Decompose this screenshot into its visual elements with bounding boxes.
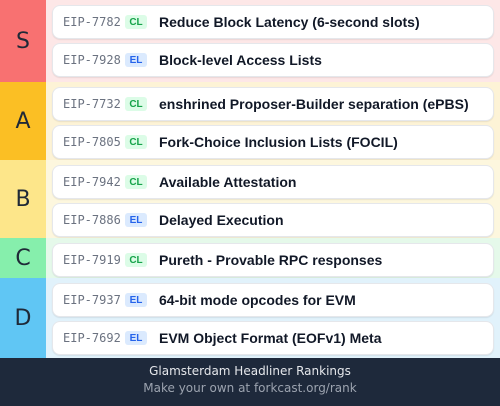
layer-badge: EL: [125, 213, 147, 227]
tier-dropzone[interactable]: EIP-7782 CL Reduce Block Latency (6-second…: [46, 0, 500, 82]
eip-title: Block-level Access Lists: [159, 52, 322, 68]
layer-badge: EL: [125, 293, 147, 307]
tier-row-a: A EIP-7732 CL enshrined Proposer-Builder se…: [0, 82, 500, 160]
eip-number: EIP-7886: [63, 213, 121, 227]
layer-badge: EL: [125, 53, 147, 67]
tier-row-d: D EIP-7937 EL 64-bit mode opcodes for EVM EI…: [0, 278, 500, 358]
eip-number: EIP-7732: [63, 97, 121, 111]
layer-badge: CL: [125, 175, 147, 189]
eip-card[interactable]: EIP-7782 CL Reduce Block Latency (6-second…: [52, 5, 494, 39]
tier-row-b: B EIP-7942 CL Available Attestation EIP-7886…: [0, 160, 500, 238]
eip-title: Delayed Execution: [159, 212, 284, 228]
tier-label: B: [0, 160, 46, 238]
tier-label: S: [0, 0, 46, 82]
eip-number: EIP-7942: [63, 175, 121, 189]
eip-number: EIP-7937: [63, 293, 121, 307]
tier-row-s: S EIP-7782 CL Reduce Block Latency (6-secon…: [0, 0, 500, 82]
eip-number: EIP-7782: [63, 15, 121, 29]
eip-title: Available Attestation: [159, 174, 297, 190]
eip-title: 64-bit mode opcodes for EVM: [159, 292, 356, 308]
eip-number: EIP-7928: [63, 53, 121, 67]
footer-title: Glamsterdam Headliner Rankings: [149, 364, 351, 378]
footer: Glamsterdam Headliner Rankings Make your…: [0, 358, 500, 406]
eip-title: EVM Object Format (EOFv1) Meta: [159, 330, 382, 346]
tier-dropzone[interactable]: EIP-7919 CL Pureth - Provable RPC response…: [46, 238, 500, 278]
eip-number: EIP-7919: [63, 253, 121, 267]
tier-label: A: [0, 82, 46, 160]
tier-dropzone[interactable]: EIP-7942 CL Available Attestation EIP-7886 E…: [46, 160, 500, 238]
eip-title: Reduce Block Latency (6-second slots): [159, 14, 420, 30]
layer-badge: CL: [125, 253, 147, 267]
eip-card[interactable]: EIP-7928 EL Block-level Access Lists: [52, 43, 494, 77]
eip-number: EIP-7692: [63, 331, 121, 345]
eip-card[interactable]: EIP-7886 EL Delayed Execution: [52, 203, 494, 237]
tier-label: C: [0, 238, 46, 278]
eip-card[interactable]: EIP-7805 CL Fork-Choice Inclusion Lists (F…: [52, 125, 494, 159]
eip-title: enshrined Proposer-Builder separation (e…: [159, 96, 469, 112]
tier-label: D: [0, 278, 46, 358]
eip-number: EIP-7805: [63, 135, 121, 149]
eip-title: Pureth - Provable RPC responses: [159, 252, 383, 268]
tier-dropzone[interactable]: EIP-7937 EL 64-bit mode opcodes for EVM EIP…: [46, 278, 500, 358]
eip-card[interactable]: EIP-7919 CL Pureth - Provable RPC response…: [52, 243, 494, 277]
eip-card[interactable]: EIP-7937 EL 64-bit mode opcodes for EVM: [52, 283, 494, 317]
tier-dropzone[interactable]: EIP-7732 CL enshrined Proposer-Builder sep…: [46, 82, 500, 160]
eip-card[interactable]: EIP-7942 CL Available Attestation: [52, 165, 494, 199]
footer-subtitle: Make your own at forkcast.org/rank: [143, 381, 357, 395]
layer-badge: CL: [125, 135, 147, 149]
layer-badge: CL: [125, 97, 147, 111]
layer-badge: EL: [125, 331, 147, 345]
eip-card[interactable]: EIP-7732 CL enshrined Proposer-Builder sep…: [52, 87, 494, 121]
eip-card[interactable]: EIP-7692 EL EVM Object Format (EOFv1) Meta: [52, 321, 494, 355]
tier-row-c: C EIP-7919 CL Pureth - Provable RPC respons…: [0, 238, 500, 278]
eip-title: Fork-Choice Inclusion Lists (FOCIL): [159, 134, 398, 150]
layer-badge: CL: [125, 15, 147, 29]
